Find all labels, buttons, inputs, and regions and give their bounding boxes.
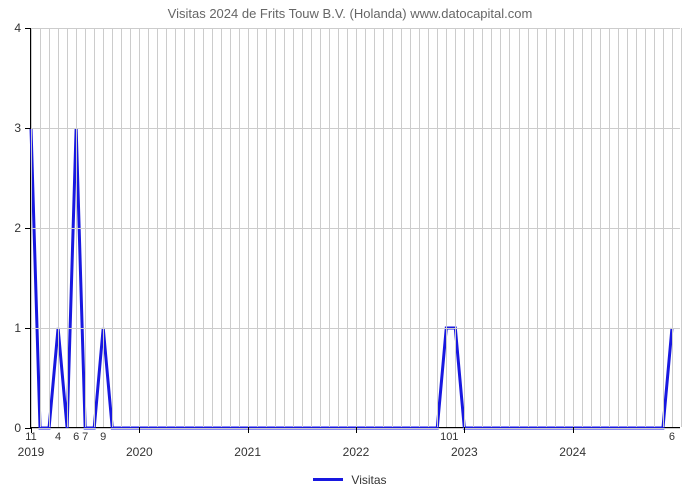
xtick-label: 2019 xyxy=(18,445,45,459)
point-label: 11 xyxy=(25,431,36,443)
point-label: 10 xyxy=(440,431,452,443)
chart-title: Visitas 2024 de Frits Touw B.V. (Holanda… xyxy=(0,6,700,21)
ytick-label: 0 xyxy=(14,421,21,435)
ytick xyxy=(25,228,31,229)
ytick-label: 4 xyxy=(14,21,21,35)
xtick xyxy=(573,427,574,433)
gridline-h xyxy=(31,228,680,229)
legend-swatch xyxy=(313,478,343,481)
xtick-label: 2024 xyxy=(559,445,586,459)
legend: Visitas xyxy=(0,470,700,487)
series-polyline xyxy=(31,128,672,428)
ytick xyxy=(25,328,31,329)
ytick-label: 1 xyxy=(14,321,21,335)
xtick-label: 2023 xyxy=(451,445,478,459)
point-label: 9 xyxy=(100,431,106,443)
line-chart: Visitas 2024 de Frits Touw B.V. (Holanda… xyxy=(0,0,700,500)
xtick-label: 2022 xyxy=(343,445,370,459)
point-label: 4 xyxy=(55,431,61,443)
legend-item: Visitas xyxy=(313,473,386,487)
gridline-h xyxy=(31,328,680,329)
legend-label: Visitas xyxy=(351,473,386,487)
xtick xyxy=(464,427,465,433)
xtick xyxy=(139,427,140,433)
ytick-label: 2 xyxy=(14,221,21,235)
point-label: 6 xyxy=(73,431,79,443)
xtick-label: 2021 xyxy=(234,445,261,459)
gridline-minor-v xyxy=(681,28,682,427)
xtick xyxy=(248,427,249,433)
gridline-h xyxy=(31,128,680,129)
xtick xyxy=(356,427,357,433)
ytick xyxy=(25,128,31,129)
gridline-h xyxy=(31,28,680,29)
ytick-label: 3 xyxy=(14,121,21,135)
plot-area: 012342019202020212022202320241146791016 xyxy=(30,28,680,428)
xtick-label: 2020 xyxy=(126,445,153,459)
ytick xyxy=(25,28,31,29)
point-label: 7 xyxy=(82,431,88,443)
point-label: 1 xyxy=(452,431,458,443)
point-label: 6 xyxy=(669,431,675,443)
